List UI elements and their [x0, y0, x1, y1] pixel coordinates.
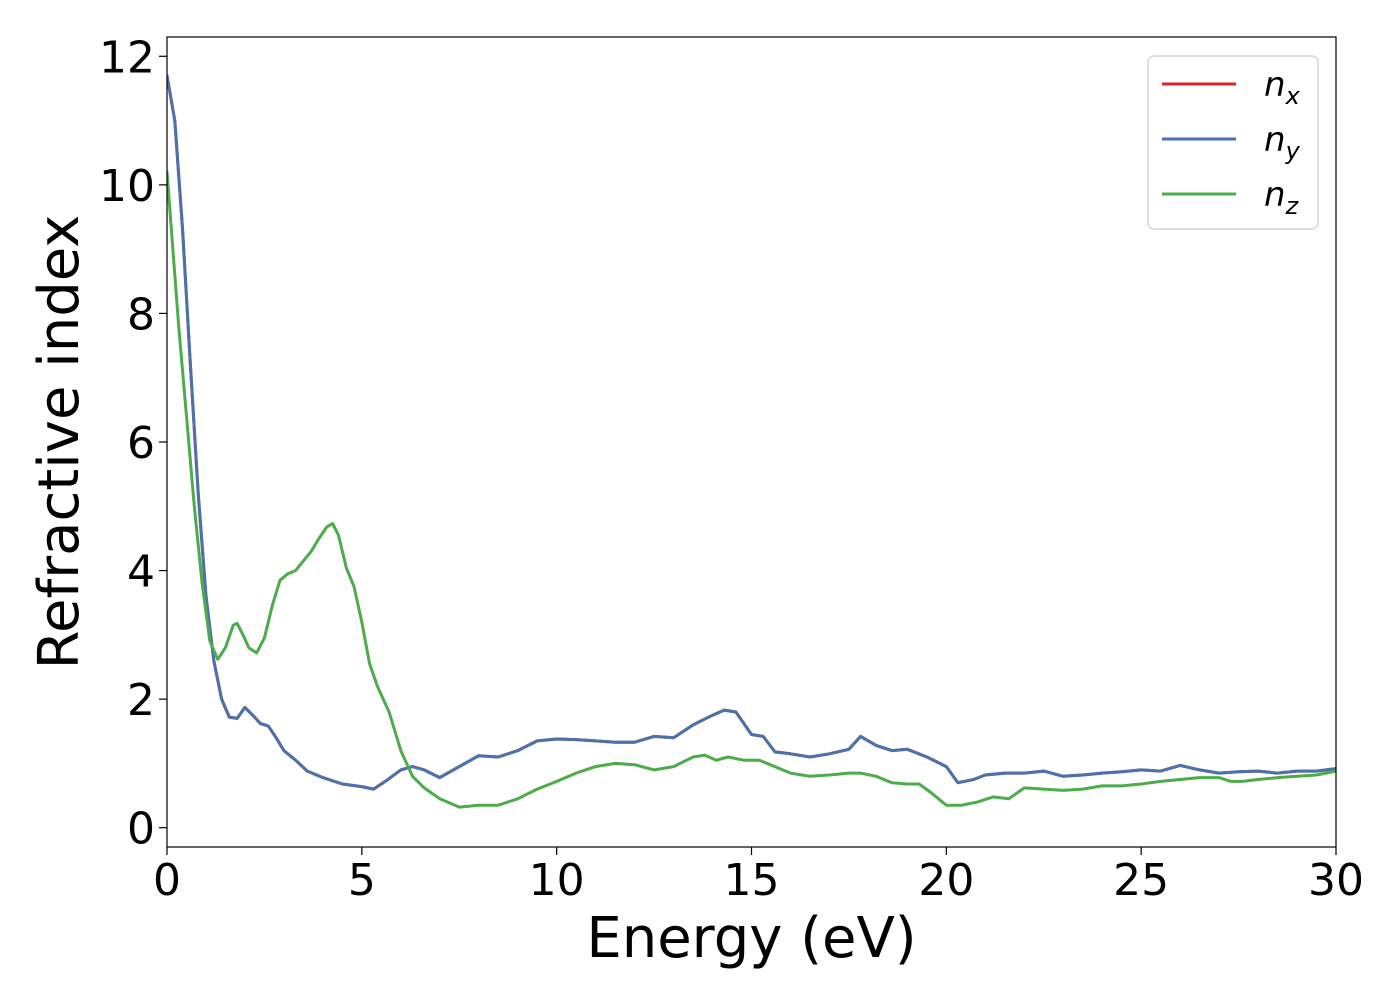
x-tick-label: 20	[918, 855, 974, 906]
legend-label-nz: nz	[1264, 175, 1300, 220]
x-axis-label: Energy (eV)	[586, 906, 916, 971]
series-line-ny	[167, 74, 1336, 791]
series-line-nz	[167, 170, 1336, 809]
y-axis-label: Refractive index	[27, 215, 92, 670]
y-tick-label: 2	[127, 675, 155, 726]
series-layer	[167, 74, 1336, 809]
y-tick-label: 6	[127, 418, 155, 469]
y-tick-label: 4	[127, 547, 155, 598]
x-tick-label: 15	[724, 855, 780, 906]
legend-label-nx: nx	[1264, 65, 1301, 110]
x-tick-label: 5	[348, 855, 376, 906]
legend-label-ny: ny	[1264, 120, 1301, 165]
ticks-layer: 0 5 10 15 20 25 30 0 2 4 6 8 10 12	[99, 32, 1364, 906]
legend-box	[1147, 55, 1319, 230]
x-tick-label: 25	[1113, 855, 1169, 906]
y-tick-label: 12	[99, 32, 155, 83]
y-tick-label: 8	[127, 289, 155, 340]
x-tick-label: 30	[1308, 855, 1364, 906]
x-tick-label: 10	[529, 855, 585, 906]
y-tick-label: 10	[99, 161, 155, 212]
y-tick-label: 0	[127, 804, 155, 855]
legend: nx ny nz	[1147, 55, 1319, 230]
x-tick-label: 0	[153, 855, 181, 906]
